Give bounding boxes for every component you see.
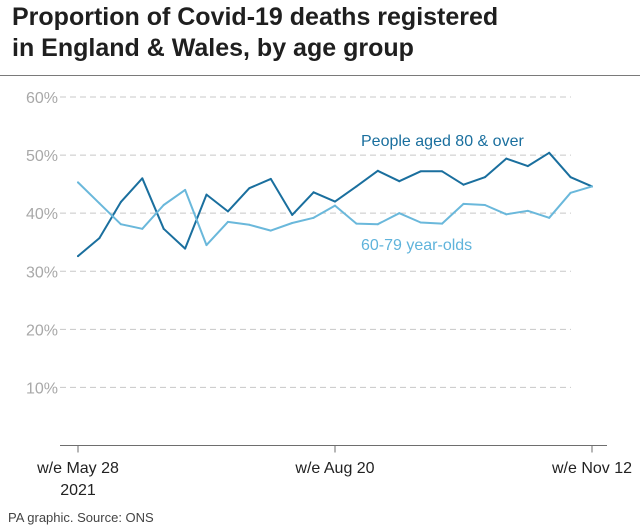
x-tick-label: w/e Aug 20 bbox=[294, 460, 374, 477]
x-tick-label: 2021 bbox=[60, 482, 96, 499]
data-point bbox=[505, 157, 508, 160]
data-point bbox=[483, 204, 486, 207]
y-tick-label: 20% bbox=[26, 322, 58, 339]
series-line-aged-60-79 bbox=[77, 181, 593, 247]
data-point bbox=[462, 183, 465, 186]
data-point bbox=[312, 191, 315, 194]
y-tick-label: 30% bbox=[26, 264, 58, 281]
data-point bbox=[441, 170, 444, 173]
data-point bbox=[248, 187, 251, 190]
data-point bbox=[119, 201, 122, 204]
chart-title-line-1: Proportion of Covid-19 deaths registered bbox=[12, 3, 499, 31]
series-label-aged-80-and-over: People aged 80 & over bbox=[361, 133, 524, 150]
data-point bbox=[248, 223, 251, 226]
data-point bbox=[334, 204, 336, 207]
data-point bbox=[548, 151, 551, 154]
data-point bbox=[591, 185, 593, 188]
series-label-aged-60-79: 60-79 year-olds bbox=[361, 237, 472, 254]
data-point bbox=[184, 247, 187, 250]
data-point bbox=[526, 209, 529, 212]
data-point bbox=[77, 181, 79, 184]
data-point bbox=[291, 213, 294, 216]
series-line-aged-80-and-over bbox=[77, 151, 593, 258]
data-point bbox=[505, 213, 508, 216]
title-divider bbox=[0, 75, 640, 76]
data-point bbox=[355, 185, 358, 188]
data-point bbox=[441, 222, 444, 225]
data-point bbox=[334, 200, 336, 203]
x-tick-label: w/e Nov 12 bbox=[551, 460, 632, 477]
data-point bbox=[462, 202, 465, 205]
source-note: PA graphic. Source: ONS bbox=[8, 510, 154, 525]
data-point bbox=[526, 165, 529, 168]
data-point bbox=[141, 227, 144, 230]
data-point bbox=[569, 176, 572, 179]
x-tick-label: w/e May 28 bbox=[36, 460, 119, 477]
data-point bbox=[376, 223, 379, 226]
data-point bbox=[119, 223, 122, 226]
y-tick-label: 40% bbox=[26, 206, 58, 223]
data-point bbox=[98, 202, 101, 205]
data-point bbox=[398, 212, 401, 215]
data-point bbox=[376, 169, 379, 172]
data-point bbox=[269, 177, 272, 180]
data-point bbox=[184, 188, 187, 191]
data-point bbox=[141, 177, 144, 180]
data-point bbox=[162, 204, 165, 207]
y-tick-label: 50% bbox=[26, 148, 58, 165]
data-point bbox=[205, 244, 208, 247]
data-point bbox=[398, 180, 401, 183]
data-point bbox=[291, 222, 294, 225]
data-point bbox=[569, 191, 572, 194]
data-point bbox=[548, 216, 551, 219]
chart-title: Proportion of Covid-19 deaths registered… bbox=[12, 2, 632, 64]
data-point bbox=[355, 222, 358, 225]
data-point bbox=[162, 227, 165, 230]
data-point bbox=[269, 229, 272, 232]
data-point bbox=[77, 255, 79, 258]
data-point bbox=[312, 216, 315, 219]
data-point bbox=[98, 237, 101, 240]
data-point bbox=[226, 220, 229, 223]
chart-title-line-2: in England & Wales, by age group bbox=[12, 34, 414, 62]
data-point bbox=[483, 176, 486, 179]
data-point bbox=[419, 221, 422, 224]
data-point bbox=[419, 170, 422, 173]
data-point bbox=[205, 193, 208, 196]
y-tick-label: 60% bbox=[26, 90, 58, 107]
y-tick-label: 10% bbox=[26, 380, 58, 397]
data-point bbox=[226, 210, 229, 213]
